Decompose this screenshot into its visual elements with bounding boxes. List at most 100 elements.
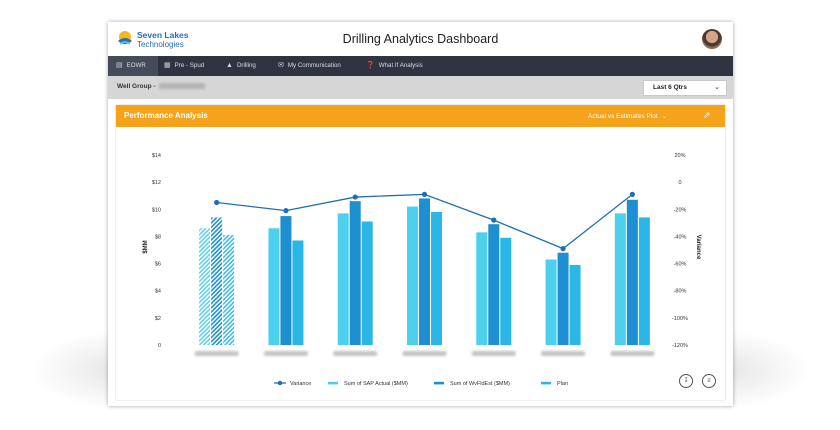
export-icon[interactable]: ⇗ [703,110,711,120]
variance-point-7 [629,191,635,197]
y-axis-label: $MM [143,240,149,253]
bar-series-3-category-6 [569,264,581,345]
x-category-label-blurred [194,351,239,356]
filter-bar: Well Group - Last 6 Qtrs ⌄ [108,76,733,99]
performance-panel: Performance Analysis Actual vs Estimates… [116,105,725,400]
bar-series-3-category-1 [223,235,235,345]
x-category-label-blurred [610,351,655,356]
user-avatar[interactable] [702,29,722,49]
chevron-down-icon: ⌄ [714,84,720,91]
variance-point-3 [352,194,358,200]
bar-series-1-category-2 [268,228,280,345]
tab-my-communication[interactable]: ✉ My Communication [278,56,341,76]
bar-series-2-category-6 [557,252,569,345]
legend-label: Variance [290,381,311,387]
y-tick-label: $6 [155,262,161,268]
download-icon[interactable]: ↧ [679,374,693,388]
legend-swatch [541,381,551,385]
y2-tick-label: -100% [672,316,688,322]
legend-label: Sum of SAP Actual ($MM) [344,381,408,387]
bar-series-3-category-2 [292,240,304,345]
legend-swatch [434,381,444,385]
legend-label: Sum of WvFldEst ($MM) [450,381,510,387]
y2-tick-label: -20% [674,207,687,213]
chevron-down-icon: ⌄ [661,113,668,120]
bar-series-2-category-1 [211,217,223,345]
y2-tick-label: -60% [674,262,687,268]
bar-series-3-category-4 [431,212,442,345]
x-category-label-blurred [402,351,447,356]
y2-axis-label: Variance [695,235,701,260]
well-group-filter[interactable]: Well Group - [117,83,205,90]
calendar-icon: ▦ [164,62,171,69]
tab-label: What If Analysis [378,62,423,69]
tab-label: EOWR [126,62,146,69]
tab-label: Drilling [236,62,256,69]
logo-icon [118,31,132,45]
bar-series-1-category-4 [407,206,418,345]
y-tick-label: $8 [155,234,161,240]
legend-marker-variance [277,380,283,386]
y2-tick-label: -40% [674,234,687,240]
bar-series-2-category-7 [626,199,638,345]
y-tick-label: $10 [152,207,161,213]
variance-point-1 [214,199,220,206]
tab-drilling[interactable]: ▲ Drilling [226,56,256,76]
plot-type-select[interactable]: Actual vs Estimates Plot ⌄ [588,112,667,120]
plot-type-value: Actual vs Estimates Plot [588,113,658,120]
panel-title: Performance Analysis [124,111,208,120]
y2-tick-label: -80% [674,289,687,295]
menu-icon[interactable]: ≡ [702,374,716,388]
x-category-label-blurred [541,351,586,356]
tab-label: My Communication [287,62,341,69]
main-nav: ▤ EOWR ▦ Pre - Spud ▲ Drilling ✉ My Communic… [108,56,733,76]
x-category-label-blurred [471,351,516,356]
rig-icon: ▲ [226,62,233,69]
bar-series-1-category-6 [545,259,557,345]
logo-text: Seven Lakes Technologies [137,30,189,50]
bar-series-2-category-3 [349,201,361,345]
page-title: Drilling Analytics Dashboard [342,32,499,46]
y-tick-label: $2 [155,316,161,322]
bar-series-1-category-3 [337,213,349,345]
logo-line1: Seven Lakes [137,30,189,40]
tab-label: Pre - Spud [174,62,205,69]
left-shadow [30,330,120,410]
variance-point-6 [560,246,566,252]
legend-swatch [328,381,338,385]
y2-tick-label: 0 [678,180,681,186]
app-window: Seven Lakes Technologies Drilling Analyt… [108,22,733,406]
x-category-label-blurred [263,351,308,356]
right-shadow [722,330,812,410]
legend-label: Plan [557,381,568,387]
panel-header: Performance Analysis Actual vs Estimates… [116,105,725,127]
bar-series-2-category-4 [419,198,430,345]
y2-tick-label: -120% [672,343,688,349]
well-group-label: Well Group - [117,83,156,90]
bar-series-1-category-1 [199,228,211,345]
tab-what-if-analysis[interactable]: ❓ What If Analysis [366,56,423,76]
period-select[interactable]: Last 6 Qtrs ⌄ [643,80,727,96]
tab-eowr[interactable]: ▤ EOWR [108,56,158,76]
bar-series-1-category-7 [614,213,626,345]
tab-pre-spud[interactable]: ▦ Pre - Spud [164,56,204,76]
performance-chart: $14 $12 $10 $8 $6 $4 $2 0 20% 0 -20% -40% -60% -80% -… [143,153,701,387]
variance-point-4 [421,191,428,197]
bar-series-2-category-5 [488,224,500,345]
chart-icon: ▤ [116,62,123,69]
well-group-value [158,83,205,90]
company-logo[interactable]: Seven Lakes Technologies [116,28,206,52]
variance-point-5 [491,217,497,223]
bar-series-1-category-5 [476,232,488,345]
logo-line2: Technologies [137,40,184,49]
bar-series-3-category-7 [638,217,650,345]
question-icon: ❓ [366,62,375,69]
variance-point-2 [283,208,289,214]
y-tick-label: $14 [152,153,161,159]
y-tick-label: $4 [155,289,161,295]
app-header: Seven Lakes Technologies Drilling Analyt… [108,22,733,56]
bar-series-3-category-3 [361,221,373,345]
bar-series-3-category-5 [500,237,512,345]
y2-tick-label: 20% [674,153,685,159]
bar-series-2-category-2 [280,216,292,345]
